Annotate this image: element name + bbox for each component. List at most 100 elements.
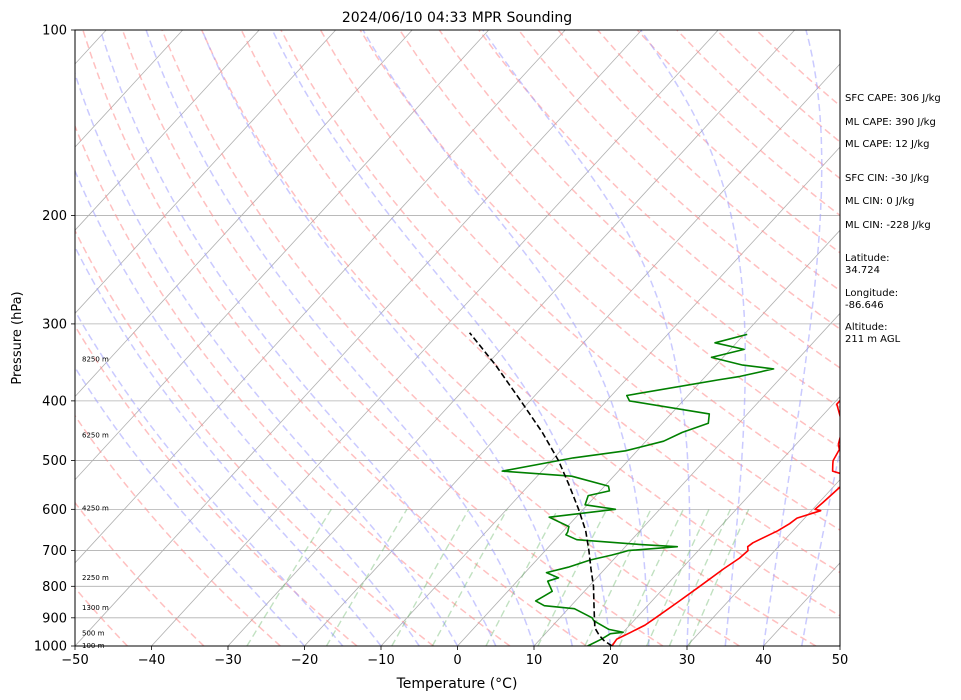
dry-adiabat: [75, 124, 511, 646]
dry-adiabat: [121, 30, 664, 646]
dry-adiabat: [517, 30, 840, 330]
y-tick-label: 400: [42, 394, 67, 409]
isotherm-line: [456, 229, 840, 646]
dry-adiabat: [75, 586, 128, 646]
dry-adiabat: [399, 30, 840, 449]
x-tick-label: −50: [61, 653, 88, 668]
isotherm-line: [533, 312, 840, 646]
dewpoint-profile-line: [501, 333, 775, 646]
height-label: 2250 m: [82, 574, 109, 582]
x-tick-label: 20: [602, 653, 619, 668]
mixing-ratio-line: [391, 508, 470, 646]
mixing-ratio-line: [246, 508, 332, 646]
dry-adiabat: [478, 30, 840, 369]
x-tick-label: 0: [453, 653, 461, 668]
mixing-ratio-line: [325, 508, 408, 646]
isotherm-line: [75, 30, 643, 646]
parcel-profile-line: [468, 332, 613, 646]
dry-adiabat: [161, 30, 740, 646]
chart-title: 2024/06/10 04:33 MPR Sounding: [342, 10, 572, 26]
moist-adiabat: [75, 169, 420, 646]
annotation-text: Longitude: -86.646: [845, 288, 899, 311]
dry-adiabat: [75, 414, 281, 646]
moist-adiabat: [145, 30, 535, 646]
height-label: 500 m: [82, 630, 105, 638]
y-tick-label: 1000: [34, 640, 67, 655]
annotation-text: Altitude: 211 m AGL: [845, 322, 901, 345]
height-label: 1300 m: [82, 604, 109, 612]
moist-adiabat: [99, 30, 497, 646]
x-axis-label: Temperature (°C): [396, 676, 518, 692]
dry-adiabat: [319, 30, 840, 531]
dry-adiabat: [240, 30, 840, 617]
isotherm-line: [75, 30, 490, 481]
dry-adiabat: [557, 30, 840, 292]
mixing-ratio-line: [688, 509, 750, 646]
dry-adiabat: [82, 30, 587, 646]
y-axis-label: Pressure (hPa): [10, 291, 25, 384]
moist-adiabat: [762, 30, 823, 646]
moist-adiabat: [75, 366, 306, 646]
isotherm-line: [380, 146, 840, 646]
y-tick-label: 300: [42, 317, 67, 332]
moist-adiabat: [75, 245, 382, 646]
isotherm-line: [75, 30, 260, 231]
isotherm-line: [686, 479, 840, 646]
moist-adiabat: [362, 30, 650, 646]
plot-frame: [74, 29, 841, 647]
x-tick-label: −40: [138, 653, 165, 668]
moist-adiabat: [640, 30, 747, 646]
isotherm-line: [150, 30, 719, 646]
isotherm-line: [75, 30, 566, 564]
temperature-profile-line: [611, 399, 840, 646]
y-tick-label: 900: [42, 611, 67, 626]
height-label: 6250 m: [82, 431, 109, 439]
moist-adiabat: [75, 309, 344, 646]
dry-adiabat: [75, 229, 434, 646]
moist-adiabat: [482, 30, 691, 646]
x-tick-label: 40: [755, 653, 772, 668]
moist-adiabat: [801, 446, 840, 646]
x-tick-label: 50: [832, 653, 849, 668]
x-tick-label: −10: [367, 653, 394, 668]
annotation-text: ML CIN: -228 J/kg: [845, 220, 931, 231]
x-tick-label: 10: [526, 653, 543, 668]
annotation-text: ML CAPE: 12 J/kg: [845, 139, 930, 150]
dry-adiabat: [201, 30, 817, 646]
y-tick-label: 100: [42, 24, 67, 39]
isotherm-line: [75, 30, 337, 314]
y-tick-label: 600: [42, 503, 67, 518]
isotherm-line: [227, 30, 796, 646]
x-tick-label: −30: [214, 653, 241, 668]
isotherm-line: [75, 30, 184, 148]
annotation-text: ML CAPE: 390 J/kg: [845, 117, 936, 128]
mixing-ratio-line: [584, 508, 652, 646]
dry-adiabat: [75, 501, 205, 646]
x-tick-label: 30: [679, 653, 696, 668]
mixing-ratio-line: [537, 508, 608, 646]
annotation-text: Latitude: 34.724: [845, 253, 890, 276]
moist-adiabat: [75, 71, 459, 646]
dry-adiabat: [75, 324, 358, 646]
annotation-text: SFC CAPE: 306 J/kg: [845, 93, 941, 104]
isotherm-line: [303, 63, 840, 646]
dry-adiabat: [359, 30, 840, 490]
mixing-ratio-line: [485, 508, 559, 646]
y-tick-label: 700: [42, 544, 67, 559]
dry-adiabat: [280, 30, 840, 574]
isotherm-line: [75, 30, 413, 398]
moist-adiabat: [271, 30, 612, 646]
dry-adiabat: [438, 30, 840, 409]
isotherm-line: [609, 395, 840, 646]
height-label: 8250 m: [82, 356, 109, 364]
y-tick-label: 200: [42, 209, 67, 224]
moist-adiabat: [201, 30, 574, 646]
height-label: 4250 m: [82, 504, 109, 512]
x-tick-label: −20: [291, 653, 318, 668]
y-tick-label: 800: [42, 580, 67, 595]
annotation-text: SFC CIN: -30 J/kg: [845, 173, 930, 184]
annotation-text: ML CIN: 0 J/kg: [845, 196, 915, 207]
mixing-ratio-line: [431, 508, 508, 646]
y-tick-label: 500: [42, 454, 67, 469]
